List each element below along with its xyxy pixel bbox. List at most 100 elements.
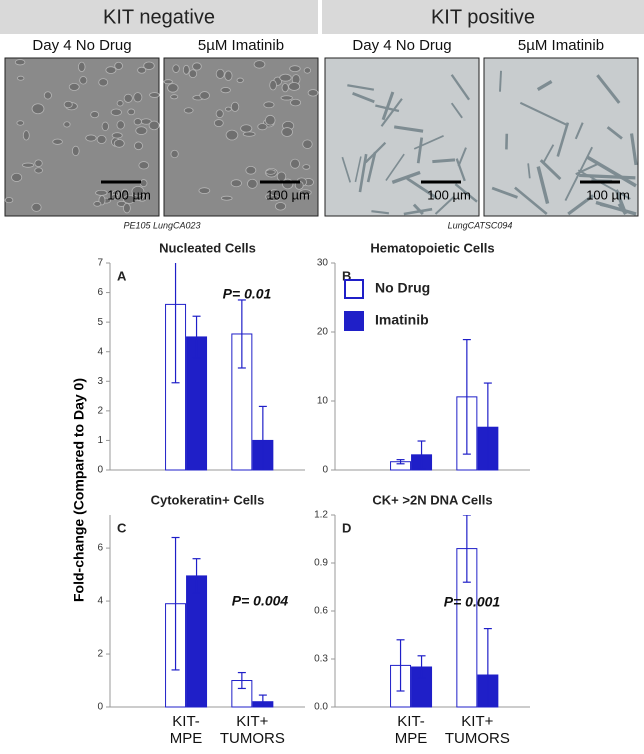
- legend-label: Imatinib: [375, 312, 429, 328]
- micrograph: 100 µm: [483, 57, 639, 217]
- x-tick-label: KIT- MPE: [169, 713, 203, 747]
- cell: [188, 69, 198, 79]
- cell: [281, 127, 293, 137]
- y-tick-label: 0: [322, 465, 328, 476]
- scale-bar-label: 100 µm: [266, 187, 310, 202]
- legend-swatch: [344, 279, 364, 299]
- cell: [269, 79, 277, 91]
- error-bar: [483, 382, 492, 470]
- cell: [78, 61, 86, 73]
- cell: [220, 87, 231, 94]
- y-tick-label: 10: [317, 396, 329, 407]
- error-bar: [396, 459, 405, 465]
- cell: [63, 121, 71, 128]
- y-tick-label: 0: [97, 702, 103, 713]
- y-tick-label: 4: [97, 596, 103, 607]
- cell: [391, 170, 421, 184]
- cell: [455, 158, 466, 182]
- x-tick-label: KIT+ TUMORS: [219, 713, 285, 747]
- cell: [170, 94, 179, 100]
- cell: [514, 186, 548, 215]
- cell: [577, 169, 631, 200]
- error-bar: [258, 694, 267, 707]
- error-bar: [396, 639, 405, 692]
- cell: [380, 98, 403, 127]
- cell: [595, 200, 637, 216]
- cell: [375, 104, 400, 113]
- chart-title: Nucleated Cells: [159, 240, 256, 255]
- cell: [93, 201, 102, 207]
- micrograph: 100 µm: [324, 57, 480, 217]
- y-tick-label: 0.6: [314, 606, 328, 617]
- cell: [90, 111, 100, 119]
- micrograph: 100 µm: [163, 57, 319, 217]
- cell: [14, 59, 26, 66]
- cell: [96, 134, 107, 144]
- cell: [585, 155, 637, 188]
- cell: [123, 194, 136, 204]
- cell: [192, 62, 202, 71]
- error-bar: [462, 338, 471, 455]
- scale-bar-label: 100 µm: [427, 187, 471, 202]
- cell: [253, 60, 266, 69]
- error-bar: [171, 536, 180, 671]
- panel-letter: A: [117, 268, 127, 283]
- cell: [247, 178, 258, 189]
- cell: [457, 147, 467, 167]
- cell: [242, 131, 256, 137]
- y-tick-label: 2: [97, 649, 103, 660]
- cell: [143, 61, 155, 70]
- cell: [137, 66, 147, 74]
- cell: [224, 106, 232, 112]
- error-bar: [171, 263, 180, 384]
- cell: [454, 183, 478, 203]
- cell: [199, 91, 210, 100]
- bar: [186, 575, 208, 708]
- error-bar: [417, 440, 426, 470]
- cell: [110, 108, 122, 116]
- cell: [79, 76, 88, 85]
- cell: [371, 210, 390, 215]
- y-tick-label: 1.2: [314, 510, 328, 521]
- cell: [268, 195, 281, 202]
- y-tick-label: 4: [97, 346, 103, 357]
- cell: [225, 129, 239, 141]
- cell: [381, 91, 395, 121]
- panel-label: 5µM Imatinib: [518, 37, 604, 54]
- cell: [527, 163, 531, 179]
- cell: [63, 100, 73, 109]
- chart-title: Cytokeratin+ Cells: [151, 492, 265, 507]
- cell: [167, 83, 179, 93]
- x-tick-label: KIT- MPE: [394, 713, 428, 747]
- cell: [412, 203, 424, 216]
- cell: [113, 139, 125, 148]
- cell: [245, 165, 257, 175]
- cell: [432, 158, 456, 164]
- cell: [416, 137, 424, 164]
- cell: [198, 187, 211, 194]
- cell: [393, 125, 424, 133]
- cell: [22, 130, 30, 141]
- y-tick-label: 5: [97, 317, 103, 328]
- chart-title: CK+ >2N DNA Cells: [372, 492, 492, 507]
- cell: [230, 179, 242, 188]
- y-tick-label: 0.3: [314, 654, 328, 665]
- cell: [101, 121, 109, 132]
- cell: [34, 167, 43, 174]
- panel-letter: C: [117, 520, 127, 535]
- panel-label: Day 4 No Drug: [352, 37, 451, 54]
- cell: [105, 66, 117, 74]
- error-bar: [237, 671, 246, 690]
- y-tick-label: 1: [97, 435, 103, 446]
- cell: [131, 185, 145, 197]
- cell: [499, 70, 502, 92]
- micrograph: 100 µm: [4, 57, 160, 217]
- cell: [230, 101, 240, 112]
- caption: PE105 LungCA023: [123, 220, 200, 230]
- cell: [352, 92, 375, 104]
- cell: [519, 101, 569, 127]
- cell: [574, 122, 584, 140]
- y-tick-label: 6: [97, 287, 103, 298]
